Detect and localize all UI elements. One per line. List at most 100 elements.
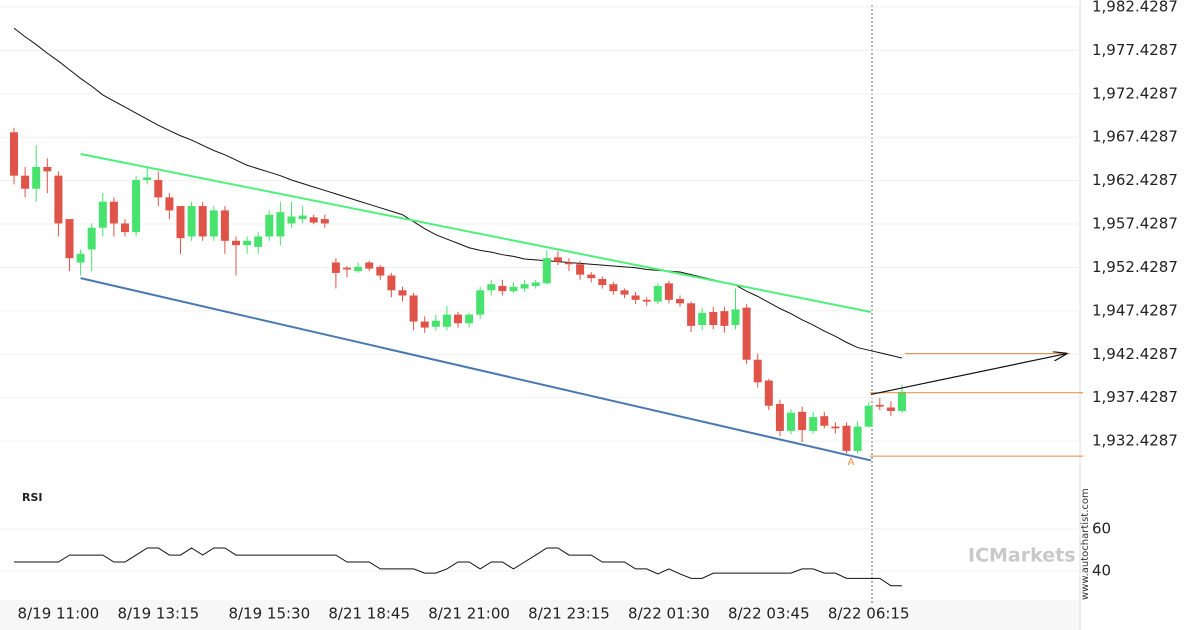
candle-body — [54, 175, 63, 224]
candle-body — [454, 314, 462, 324]
candle-body — [798, 411, 807, 431]
y-tick-label: 60 — [1092, 520, 1111, 538]
candle-body — [143, 177, 152, 181]
x-tick-label: 8/22 01:30 — [628, 605, 710, 623]
candle-body — [442, 314, 451, 327]
candle-body — [265, 214, 274, 237]
candle-body — [76, 253, 85, 263]
candle-body — [132, 180, 141, 233]
candle-body — [398, 290, 407, 296]
candle-body — [609, 284, 618, 292]
y-tick-label: 1,937.4287 — [1092, 388, 1178, 406]
candle-body — [209, 210, 218, 237]
candle-body — [476, 290, 485, 315]
candle-body — [343, 267, 351, 270]
candle-body — [731, 309, 740, 326]
candle-body — [409, 295, 418, 322]
candle-body — [376, 266, 385, 276]
watermark: ICMarkets — [968, 545, 1076, 567]
candle-body — [820, 416, 829, 426]
candle-body — [220, 210, 229, 241]
candle-body — [498, 285, 507, 292]
projection-arrow — [870, 354, 1066, 396]
candle-body — [520, 284, 529, 289]
candle-body — [831, 426, 840, 429]
candle-body — [653, 285, 662, 302]
candle-body — [431, 320, 440, 327]
candle-body — [886, 407, 895, 411]
candle-body — [387, 275, 396, 291]
candle-body — [98, 201, 107, 228]
y-tick-label: 1,977.4287 — [1092, 41, 1178, 59]
candle-body — [576, 264, 585, 275]
candle-body — [487, 284, 496, 291]
x-tick-label: 8/19 11:00 — [18, 605, 100, 623]
trendline — [80, 277, 872, 462]
candle-body — [764, 380, 773, 406]
y-tick-label: 1,942.4287 — [1092, 345, 1178, 363]
x-tick-label: 8/19 15:30 — [228, 605, 310, 623]
trendline — [80, 152, 872, 313]
candle-body — [698, 312, 707, 326]
candle-body — [43, 166, 52, 172]
x-tick-label: 8/21 23:15 — [528, 605, 610, 623]
candle-body — [742, 307, 751, 360]
candle-body — [875, 404, 884, 407]
candle-body — [676, 298, 684, 304]
candle-body — [65, 219, 74, 259]
candle-body — [309, 217, 318, 223]
candle-body — [465, 314, 474, 324]
candle-body — [154, 180, 163, 198]
candle-body — [631, 295, 640, 300]
y-tick-label: 1,962.4287 — [1092, 171, 1178, 189]
candle-body — [620, 290, 629, 295]
x-axis-band — [0, 600, 1080, 630]
x-tick-label: 8/22 03:45 — [728, 605, 810, 623]
x-tick-label: 8/21 18:45 — [328, 605, 410, 623]
candle-body — [842, 425, 851, 451]
candle-body — [198, 206, 207, 237]
candle-body — [864, 405, 873, 427]
candle-body — [720, 311, 729, 326]
candle-body — [320, 219, 329, 224]
y-tick-label: 1,972.4287 — [1092, 84, 1178, 102]
candle-body — [87, 227, 96, 250]
candle-body — [21, 175, 30, 189]
x-tick-label: 8/19 13:15 — [117, 605, 199, 623]
y-tick-label: 40 — [1092, 562, 1111, 580]
candle-body — [109, 201, 118, 224]
x-tick-label: 8/21 21:00 — [428, 605, 510, 623]
candle-body — [165, 197, 174, 211]
candle-body — [553, 257, 562, 262]
y-tick-label: 1,957.4287 — [1092, 215, 1178, 233]
y-tick-label: 1,947.4287 — [1092, 301, 1178, 319]
y-tick-label: 1,982.4287 — [1092, 0, 1178, 16]
y-tick-label: 1,952.4287 — [1092, 258, 1178, 276]
candle-body — [509, 286, 518, 292]
candle-body — [10, 132, 18, 176]
candle-body — [254, 236, 263, 247]
candle-body — [809, 417, 818, 431]
candle-body — [121, 223, 129, 233]
y-tick-label: 1,967.4287 — [1092, 128, 1178, 146]
candle-body — [753, 359, 762, 383]
x-tick-label: 8/22 06:15 — [828, 605, 910, 623]
moving-average — [13, 27, 903, 359]
pattern-point-label: A — [848, 457, 855, 468]
candle-body — [787, 412, 795, 431]
candle-body — [420, 321, 429, 328]
candle-body — [365, 262, 374, 269]
candle-body — [232, 240, 240, 246]
candle-body — [276, 212, 285, 237]
candle-body — [642, 299, 651, 302]
source: www.autochartist.com — [1080, 488, 1091, 600]
candle-body — [287, 216, 296, 224]
candle-body — [32, 166, 41, 189]
y-tick-label: 1,932.4287 — [1092, 432, 1178, 450]
candle-body — [542, 258, 551, 284]
candle-body — [565, 262, 573, 265]
candle-body — [354, 266, 363, 272]
candle-body — [331, 262, 340, 273]
candle-body — [243, 240, 252, 246]
